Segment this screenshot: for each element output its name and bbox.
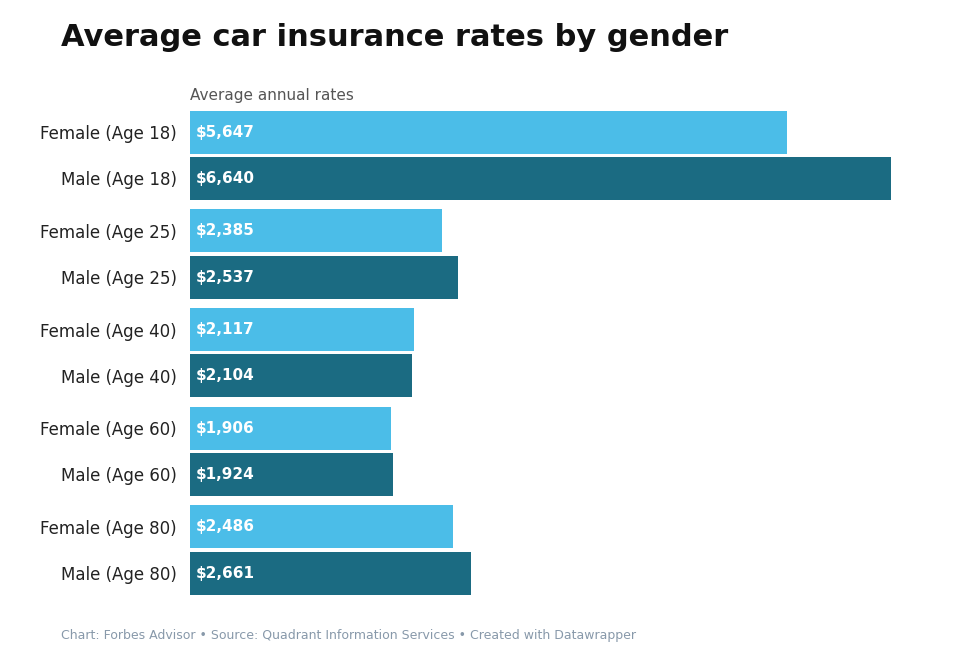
- Bar: [190, 407, 391, 450]
- Text: Chart: Forbes Advisor • Source: Quadrant Information Services • Created with Dat: Chart: Forbes Advisor • Source: Quadrant…: [61, 629, 637, 642]
- Bar: [190, 354, 412, 397]
- Text: $2,486: $2,486: [196, 519, 254, 534]
- Text: $2,661: $2,661: [196, 566, 254, 580]
- Text: $6,640: $6,640: [196, 171, 254, 186]
- Text: $5,647: $5,647: [196, 125, 254, 140]
- Text: $1,924: $1,924: [196, 467, 254, 482]
- Bar: [190, 209, 442, 252]
- Text: $2,104: $2,104: [196, 368, 254, 384]
- Bar: [190, 308, 413, 351]
- Bar: [190, 111, 787, 154]
- Bar: [190, 157, 891, 200]
- Bar: [190, 453, 393, 496]
- Text: $2,537: $2,537: [196, 270, 254, 285]
- Bar: [190, 505, 452, 549]
- Text: Average annual rates: Average annual rates: [190, 88, 354, 103]
- Text: $2,117: $2,117: [196, 322, 254, 337]
- Text: $2,385: $2,385: [196, 224, 254, 239]
- Text: Average car insurance rates by gender: Average car insurance rates by gender: [61, 23, 728, 52]
- Bar: [190, 551, 471, 595]
- Text: $1,906: $1,906: [196, 421, 254, 436]
- Bar: [190, 255, 458, 298]
